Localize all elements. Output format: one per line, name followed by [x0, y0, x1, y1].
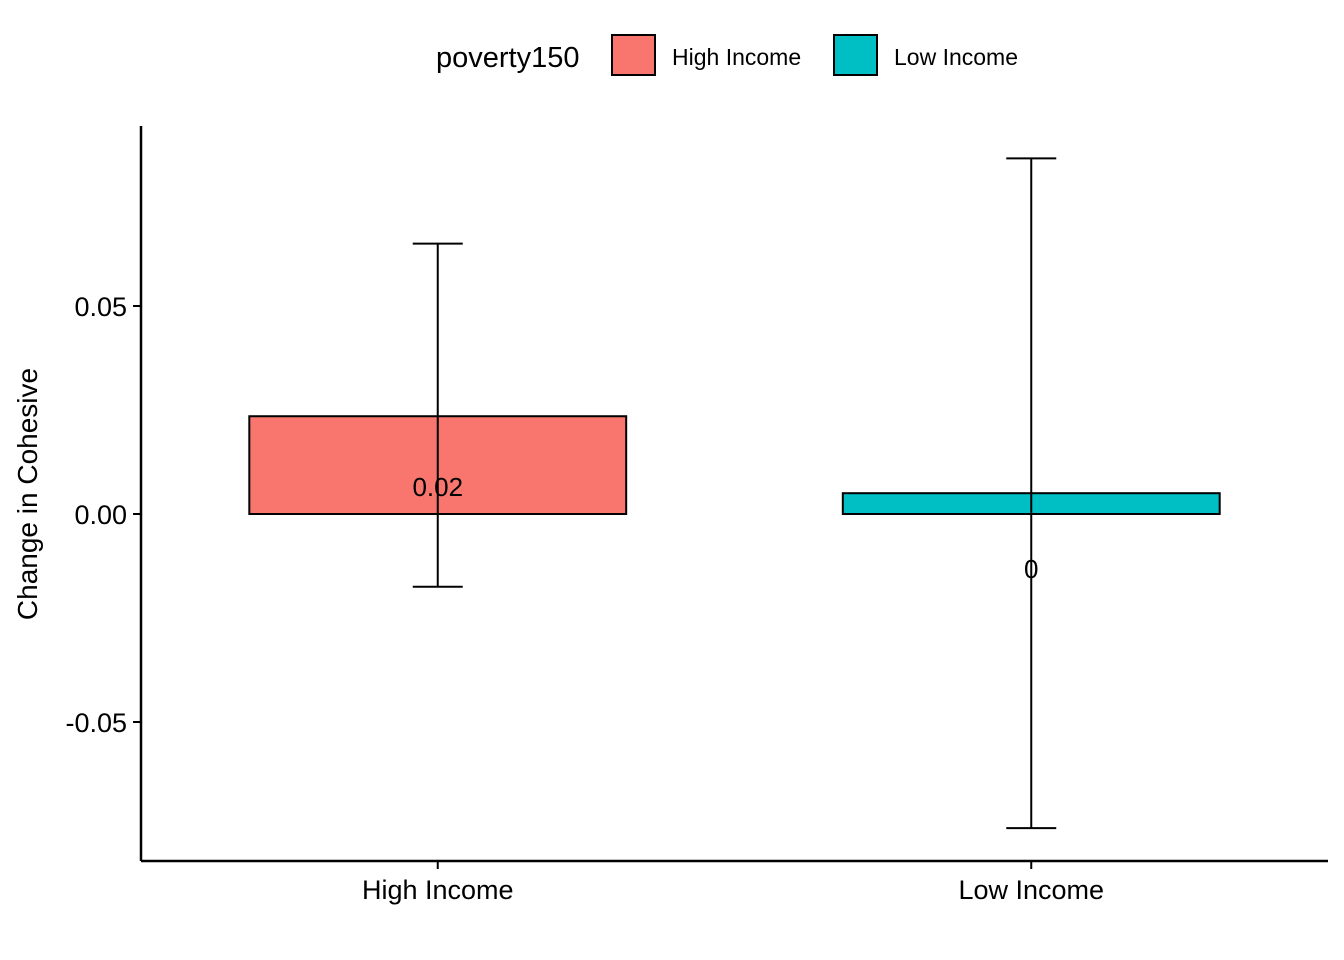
data-label-low-income: 0: [1024, 554, 1038, 584]
legend-label-low-income: Low Income: [894, 44, 1018, 70]
y-axis-title: Change in Cohesive: [12, 368, 43, 620]
error-bar-low-income: [1006, 157, 1057, 830]
legend: poverty150 High Income Low Income: [436, 34, 1018, 76]
y-tick-label: 0.00: [74, 500, 127, 530]
legend-swatch-high-income: [611, 34, 656, 76]
data-labels-layer: 0.02 0: [412, 472, 1038, 584]
data-label-high-income: 0.02: [412, 472, 463, 502]
legend-title: poverty150: [436, 42, 580, 74]
y-axis: -0.05 0.00 0.05: [65, 126, 143, 861]
y-tick-label: -0.05: [65, 708, 127, 738]
error-bars-layer: [412, 157, 1057, 830]
legend-swatch-low-income: [833, 34, 878, 76]
x-tick-label-low-income: Low Income: [958, 875, 1104, 905]
legend-label-high-income: High Income: [672, 44, 801, 70]
x-tick-label-high-income: High Income: [362, 875, 514, 905]
y-tick-label: 0.05: [74, 292, 127, 322]
x-axis: High Income Low Income: [141, 859, 1328, 905]
error-bar-high-income: [412, 242, 463, 588]
bars-layer: [248, 415, 1221, 516]
